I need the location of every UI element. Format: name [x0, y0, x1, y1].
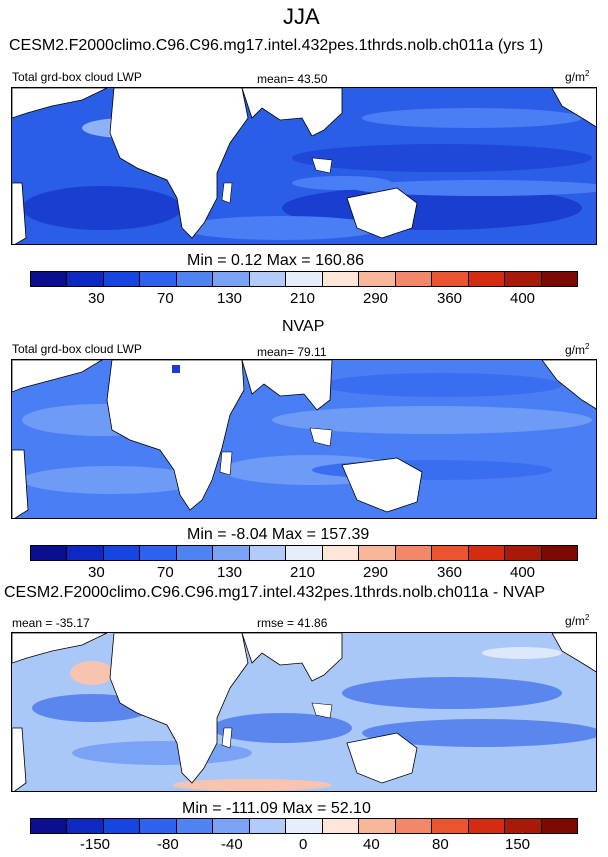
panel-3-tick: 150 [505, 836, 531, 853]
colorbar-1-swatch [395, 272, 433, 286]
colorbar-3-swatch [468, 819, 506, 833]
panel-3-tick: -80 [157, 836, 179, 853]
colorbar-3-swatch [103, 819, 141, 833]
panel-3-tick: -150 [80, 836, 111, 853]
panel-1-map [11, 87, 597, 245]
colorbar-1-swatch [249, 272, 287, 286]
colorbar-2-swatch [395, 546, 433, 560]
panel-3-tick: 0 [299, 836, 308, 853]
panel-2-map-svg [12, 360, 596, 518]
colorbar-3-swatch [213, 819, 250, 833]
colorbar-3-swatch [395, 819, 433, 833]
colorbar-2-swatch [213, 546, 250, 560]
panel-3-colorbar [30, 818, 578, 834]
colorbar-3-swatch [541, 819, 578, 833]
panel-2-tick: 360 [437, 564, 463, 581]
panel-1-colorbar [30, 271, 578, 287]
colorbar-1-swatch [67, 272, 104, 286]
colorbar-2-swatch [468, 546, 506, 560]
panel-3-heading: CESM2.F2000climo.C96.C96.mg17.intel.432p… [4, 584, 546, 601]
colorbar-2-swatch [359, 546, 396, 560]
panel-2-tick: 70 [157, 564, 174, 581]
colorbar-2-swatch [67, 546, 104, 560]
figure-title: JJA [283, 4, 320, 29]
colorbar-1-swatch [213, 272, 250, 286]
panel-2-tick: 130 [217, 564, 243, 581]
panel-3-tick: 80 [432, 836, 449, 853]
panel-2-heading: NVAP [282, 318, 325, 335]
colorbar-3-swatch [505, 819, 542, 833]
panel-1-tick: 360 [437, 290, 463, 307]
panel-3-tick: -40 [221, 836, 243, 853]
colorbar-2-swatch [286, 546, 323, 560]
panel-1-tick: 30 [88, 290, 105, 307]
panel-3-mean-label: mean = -35.17 [12, 616, 90, 630]
panel-3-tick: 40 [363, 836, 380, 853]
colorbar-1-swatch [541, 272, 578, 286]
colorbar-1-swatch [176, 272, 214, 286]
colorbar-1-swatch [468, 272, 506, 286]
panel-2-mean-label: mean= 79.11 [257, 345, 327, 359]
colorbar-3-swatch [67, 819, 104, 833]
colorbar-2-swatch [31, 546, 68, 560]
colorbar-1-swatch [432, 272, 469, 286]
panel-1-tick: 210 [290, 290, 316, 307]
colorbar-2-swatch [322, 546, 360, 560]
panel-1-left-label: Total grd-box cloud LWP [12, 70, 142, 84]
colorbar-3-swatch [140, 819, 177, 833]
panel-1-minmax: Min = 0.12 Max = 160.86 [187, 252, 364, 269]
colorbar-3-swatch [31, 819, 68, 833]
panel-2-tick: 290 [363, 564, 389, 581]
colorbar-3-swatch [322, 819, 360, 833]
colorbar-1-swatch [103, 272, 141, 286]
colorbar-2-swatch [103, 546, 141, 560]
colorbar-3-swatch [249, 819, 287, 833]
colorbar-1-swatch [505, 272, 542, 286]
colorbar-1-swatch [286, 272, 323, 286]
panel-1-tick: 130 [217, 290, 243, 307]
panel-1-tick: 70 [157, 290, 174, 307]
panel-3-map-svg [12, 633, 596, 791]
panel-3-units: g/m2 [565, 613, 590, 628]
colorbar-2-swatch [176, 546, 214, 560]
colorbar-3-swatch [359, 819, 396, 833]
panel-2-left-label: Total grd-box cloud LWP [12, 342, 142, 356]
colorbar-2-swatch [249, 546, 287, 560]
colorbar-1-swatch [140, 272, 177, 286]
colorbar-2-swatch [140, 546, 177, 560]
colorbar-2-swatch [432, 546, 469, 560]
panel-2-minmax: Min = -8.04 Max = 157.39 [187, 526, 370, 543]
panel-2-units: g/m2 [565, 342, 590, 357]
colorbar-1-swatch [322, 272, 360, 286]
panel-3-map [11, 632, 597, 792]
panel-3-rmse-label: rmse = 41.86 [257, 616, 328, 630]
colorbar-2-swatch [541, 546, 578, 560]
colorbar-1-swatch [31, 272, 68, 286]
colorbar-1-swatch [359, 272, 396, 286]
panel-1-mean-label: mean= 43.50 [257, 72, 328, 86]
panel-1-tick: 290 [363, 290, 389, 307]
panel-1-units: g/m2 [565, 69, 590, 84]
colorbar-3-swatch [176, 819, 214, 833]
panel-1-tick: 400 [510, 290, 536, 307]
panel-2-map [11, 359, 597, 519]
panel-2-tick: 210 [290, 564, 316, 581]
panel-2-tick: 30 [88, 564, 105, 581]
panel-1-map-svg [12, 88, 596, 244]
panel-1-heading: CESM2.F2000climo.C96.C96.mg17.intel.432p… [9, 37, 544, 54]
panel-2-colorbar [30, 545, 578, 561]
colorbar-3-swatch [432, 819, 469, 833]
panel-2-tick: 400 [510, 564, 536, 581]
panel-3-minmax: Min = -111.09 Max = 52.10 [182, 800, 371, 817]
colorbar-2-swatch [505, 546, 542, 560]
colorbar-3-swatch [286, 819, 323, 833]
